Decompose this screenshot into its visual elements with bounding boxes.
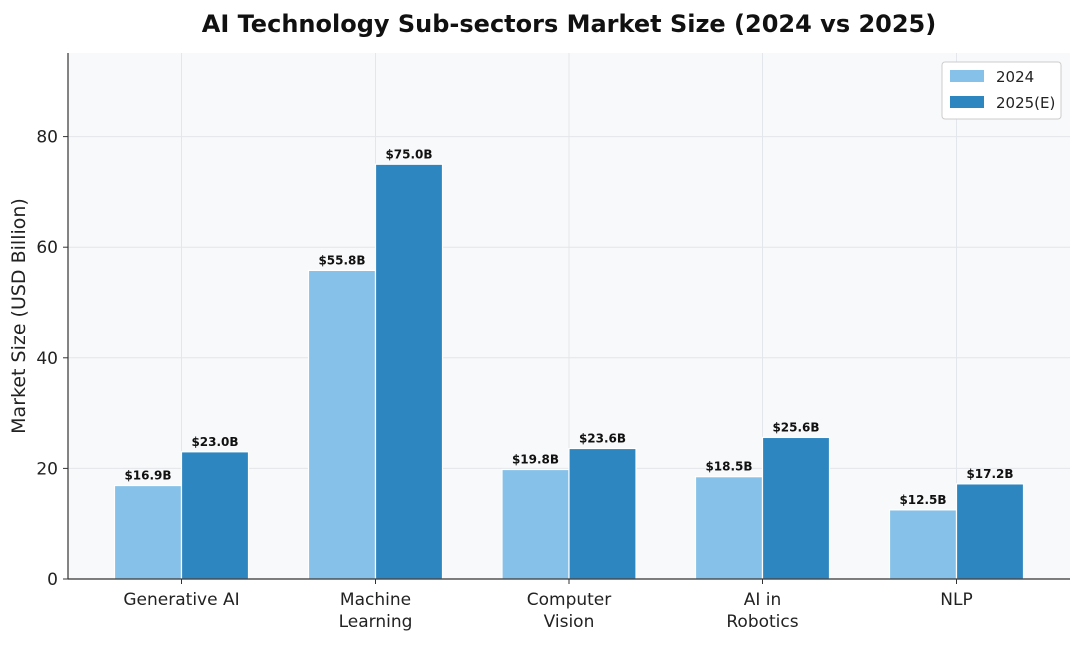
y-tick-label: 40: [36, 349, 58, 369]
x-tick-label-line: Computer: [527, 590, 612, 610]
bar-2025e-4: [955, 483, 1025, 580]
bar-2025e-2: [568, 447, 637, 580]
y-ticks-layer: 0 20 40 60 80: [36, 128, 68, 590]
data-label: $23.6B: [579, 431, 626, 445]
legend-swatch-2024: [950, 70, 984, 82]
x-tick-label: Machine Learning: [339, 590, 413, 632]
y-tick-label: 80: [36, 128, 58, 148]
legend-swatch-2025e: [950, 96, 984, 108]
bar-2024-0: [113, 484, 183, 580]
bar-2025e-1: [374, 163, 444, 580]
x-tick-label-line: Learning: [339, 612, 413, 632]
chart-title: AI Technology Sub-sectors Market Size (2…: [202, 10, 936, 38]
value-labels-layer: $16.9B $55.8B $19.8B $18.5B $12.5B $23.0B $75.…: [124, 147, 1013, 507]
data-label: $55.8B: [318, 253, 365, 267]
data-label: $18.5B: [705, 460, 752, 474]
data-label: $25.6B: [772, 420, 819, 434]
x-tick-label-line: NLP: [940, 590, 972, 610]
bar-2025e-0: [180, 451, 250, 580]
bar-2024-4: [888, 509, 958, 580]
x-tick-label-line: Vision: [544, 612, 595, 632]
data-label: $12.5B: [899, 493, 946, 507]
data-label: $75.0B: [385, 147, 432, 161]
x-ticks-layer: Generative AI Machine Learning Computer Visi…: [123, 579, 973, 632]
data-label: $16.9B: [124, 469, 171, 483]
data-label: $23.0B: [191, 435, 238, 449]
bar-2024-3: [694, 476, 764, 580]
x-tick-label: AI in Robotics: [726, 590, 798, 632]
y-axis-label: Market Size (USD Billion): [8, 198, 30, 434]
data-label: $19.8B: [512, 453, 559, 467]
x-tick-label: Generative AI: [123, 590, 239, 610]
x-tick-label: Computer Vision: [527, 590, 612, 632]
bars-layer: [113, 163, 1025, 580]
legend-label-2025e: 2025(E): [996, 94, 1055, 112]
legend-label-2024: 2024: [996, 68, 1034, 86]
x-tick-label-line: Generative AI: [123, 590, 239, 610]
bar-2024-1: [307, 269, 377, 580]
bar-2024-2: [501, 468, 570, 580]
x-tick-label-line: Machine: [340, 590, 411, 610]
y-tick-label: 20: [36, 459, 58, 479]
x-tick-label-line: AI in: [744, 590, 782, 610]
y-tick-label: 60: [36, 238, 58, 258]
x-tick-label-line: Robotics: [726, 612, 798, 632]
x-tick-label: NLP: [940, 590, 972, 610]
legend: 2024 2025(E): [941, 61, 1062, 120]
y-tick-label: 0: [47, 570, 58, 590]
bar-2025e-3: [761, 436, 831, 580]
data-label: $17.2B: [966, 467, 1013, 481]
